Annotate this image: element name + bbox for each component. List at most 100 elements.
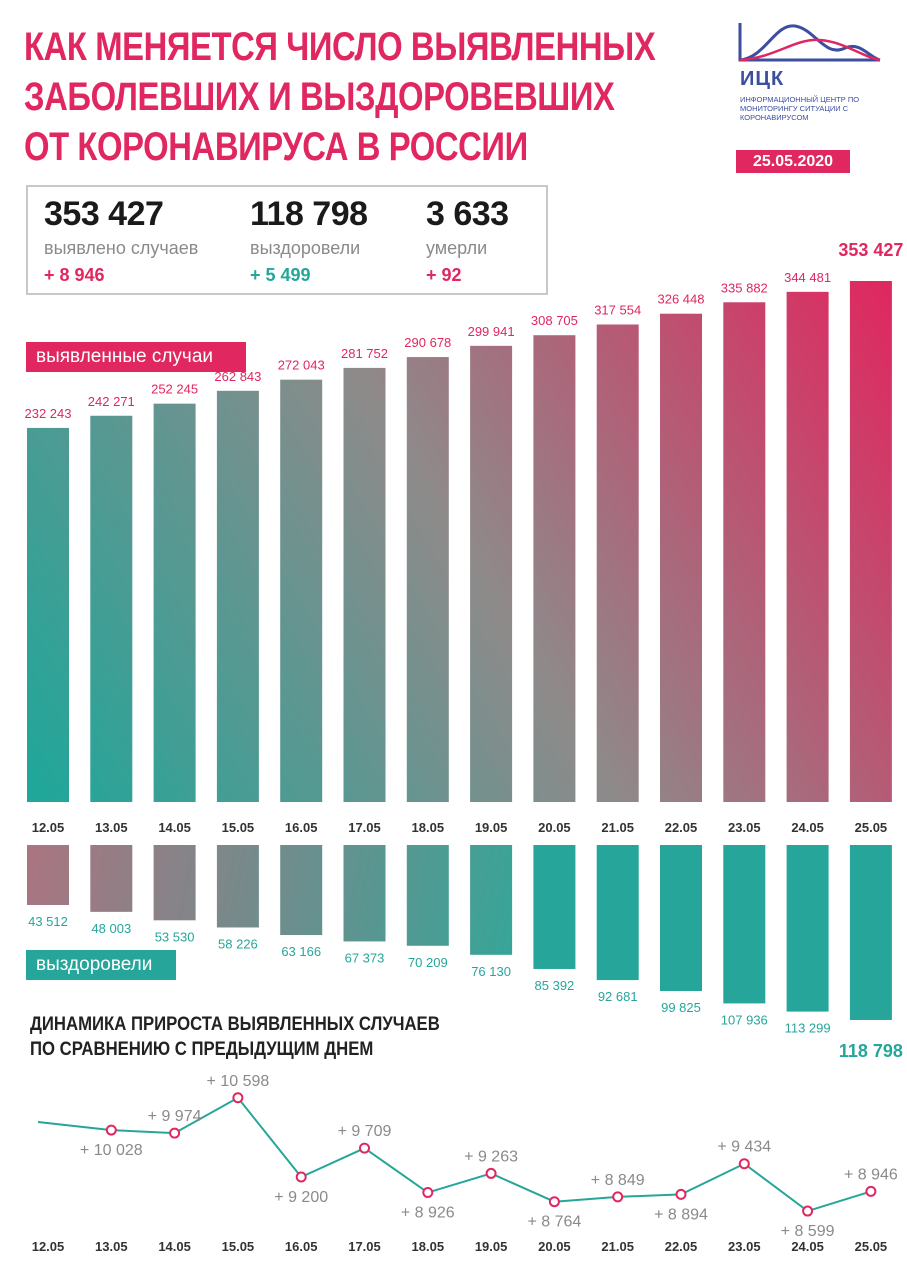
growth-point [738, 1158, 750, 1170]
cases-bar [849, 281, 892, 802]
growth-value-label: + 10 598 [207, 1073, 270, 1090]
stat-delta: + 5 499 [250, 265, 311, 285]
date-tick-label: 12.05 [32, 820, 65, 835]
cases-bar [153, 403, 196, 802]
growth-point [422, 1187, 434, 1199]
recovered-bar-value-label: 92 681 [598, 989, 638, 1004]
growth-line-chart: + 10 028 + 9 974 + 10 598 + 9 200 + 9 709 + 8… [32, 1073, 898, 1254]
recovered-bar [786, 845, 829, 1012]
cases-bar [533, 335, 576, 802]
recovered-bar-value-label: 67 373 [345, 950, 385, 965]
growth-point [295, 1171, 307, 1183]
cases-bar [27, 427, 69, 802]
dynamics-title: ДИНАМИКА ПРИРОСТА ВЫЯВЛЕННЫХ СЛУЧАЕВ ПО … [30, 1012, 440, 1062]
recovered-bar-value-label: 48 003 [91, 921, 131, 936]
recovered-bar-value-label: 58 226 [218, 936, 258, 951]
recovered-bar [723, 845, 766, 1004]
growth-point [485, 1167, 497, 1179]
growth-value-label: + 9 709 [338, 1123, 392, 1140]
cases-bar-value-label: 299 941 [468, 324, 515, 339]
cases-bar-value-label: 317 554 [594, 302, 641, 317]
cases-bar [660, 313, 702, 802]
title-line: КАК МЕНЯЕТСЯ ЧИСЛО ВЫЯВЛЕННЫХ [24, 25, 656, 69]
growth-point [232, 1092, 244, 1104]
growth-value-label: + 9 434 [717, 1139, 771, 1156]
section-label-cases: выявленные случаи [26, 342, 246, 372]
growth-point [802, 1205, 814, 1217]
date-axis: 12.05 13.05 14.05 15.05 16.05 17.05 18.05 19.05… [32, 820, 887, 835]
stat-deaths: 3 633 умерли + 92 [426, 195, 509, 286]
date-tick-label: 23.05 [728, 820, 761, 835]
recovered-bar [153, 845, 196, 921]
growth-date-tick-label: 23.05 [728, 1239, 761, 1254]
recovered-bar [533, 845, 576, 969]
recovered-bar [216, 845, 259, 928]
cases-bar-value-label: 308 705 [531, 313, 578, 328]
recovered-bar-value-label: 70 209 [408, 955, 448, 970]
growth-point [105, 1124, 117, 1136]
recovered-bar [406, 845, 449, 946]
growth-value-label: + 9 263 [464, 1148, 518, 1165]
cases-bar-value-label: 242 271 [88, 394, 135, 409]
date-tick-label: 17.05 [348, 820, 381, 835]
date-tick-label: 15.05 [222, 820, 255, 835]
recovered-bar [27, 845, 69, 905]
recovered-bar [280, 845, 323, 936]
cases-bar [723, 302, 766, 802]
recovered-bar-value-label: 99 825 [661, 1000, 701, 1015]
growth-date-tick-label: 19.05 [475, 1239, 508, 1254]
cases-bar-value-label: 335 882 [721, 280, 768, 295]
recovered-bar-value-label: 43 512 [28, 914, 68, 929]
growth-date-tick-label: 24.05 [791, 1239, 824, 1254]
growth-point [675, 1188, 687, 1200]
cases-bar-value-label: 232 243 [25, 406, 72, 421]
date-tick-label: 25.05 [855, 820, 888, 835]
title-line: ЗАБОЛЕВШИХ И ВЫЗДОРОВЕВШИХ [24, 75, 615, 119]
date-tick-label: 20.05 [538, 820, 571, 835]
cases-bar [786, 291, 829, 802]
growth-value-label: + 10 028 [80, 1142, 143, 1159]
cases-bar-value-label: 344 481 [784, 270, 831, 285]
recovered-bar [660, 845, 702, 992]
cases-bar-value-label: 252 245 [151, 382, 198, 397]
growth-date-tick-label: 13.05 [95, 1239, 128, 1254]
date-tick-label: 18.05 [412, 820, 445, 835]
date-tick-label: 16.05 [285, 820, 318, 835]
recovered-bar [596, 845, 639, 981]
stat-cases: 353 427 выявлено случаев + 8 946 [44, 195, 198, 286]
growth-date-tick-label: 21.05 [601, 1239, 634, 1254]
date-tick-label: 21.05 [601, 820, 634, 835]
stat-label: выздоровели [250, 238, 361, 258]
growth-value-label: + 8 849 [591, 1172, 645, 1189]
date-tick-label: 22.05 [665, 820, 698, 835]
recovered-bar-value-label: 113 299 [785, 1021, 831, 1036]
stat-label: выявлено случаев [44, 238, 199, 258]
growth-date-tick-label: 18.05 [412, 1239, 445, 1254]
cases-bar [280, 379, 323, 802]
summary-stats-box: 353 427 выявлено случаев + 8 946 118 798… [26, 185, 548, 295]
date-tick-label: 14.05 [158, 820, 191, 835]
recovered-bar-value-label: 63 166 [281, 944, 321, 959]
dynamics-title-line: ПО СРАВНЕНИЮ С ПРЕДЫДУЩИМ ДНЕМ [30, 1039, 374, 1060]
dynamics-title-line: ДИНАМИКА ПРИРОСТА ВЫЯВЛЕННЫХ СЛУЧАЕВ [30, 1014, 440, 1035]
cases-bar [470, 345, 513, 802]
growth-value-label: + 9 974 [148, 1108, 202, 1125]
cases-bar-chart: 232 243 242 271 252 245 262 843 272 043 281 7… [25, 240, 903, 802]
stat-recovered: 118 798 выздоровели + 5 499 [250, 195, 368, 286]
cases-bar [406, 357, 449, 802]
recovered-bar-value-label: 53 530 [155, 929, 195, 944]
growth-value-label: + 9 200 [274, 1189, 328, 1206]
recovered-bar-value-label: 76 130 [471, 964, 511, 979]
recovered-bar-chart: 43 512 48 003 53 530 58 226 63 166 67 373 70 2… [27, 845, 903, 1061]
cases-bar [596, 324, 639, 802]
growth-point [612, 1191, 624, 1203]
stat-value: 118 798 [250, 195, 368, 233]
growth-point [359, 1142, 370, 1154]
growth-date-tick-label: 16.05 [285, 1239, 318, 1254]
cases-bar-value-label: 262 843 [214, 369, 261, 384]
cases-bar [343, 367, 386, 802]
recovered-bar-value-label: 107 936 [721, 1012, 768, 1027]
date-badge: 25.05.2020 [736, 150, 850, 173]
growth-date-tick-label: 12.05 [32, 1239, 65, 1254]
